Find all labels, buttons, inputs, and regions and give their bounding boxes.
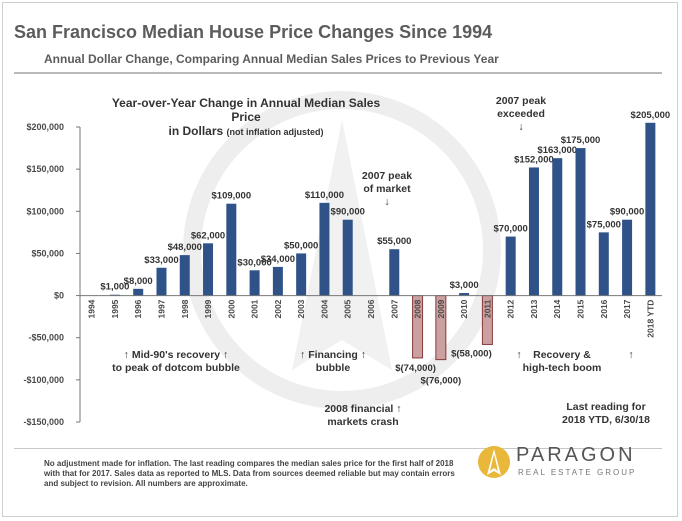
bar: [645, 122, 656, 296]
data-label: $163,000: [537, 145, 577, 156]
data-label: $75,000: [587, 219, 621, 230]
x-tick-label: 2010: [459, 299, 469, 318]
data-label: $30,000: [237, 257, 271, 268]
x-tick-label: 2018 YTD: [645, 300, 655, 338]
bar: [203, 243, 214, 296]
data-label: $152,000: [514, 154, 554, 165]
x-tick-label: 2005: [343, 299, 353, 318]
data-label: $(74,000): [395, 363, 436, 374]
paragon-logo-icon: [478, 446, 510, 478]
recovery-arrow-left: ↑: [516, 349, 522, 361]
annotation-financing-bubble: ↑ Financing ↑ bubble: [300, 349, 366, 374]
bar: [296, 253, 307, 296]
chart-title-line2: in Dollars: [168, 124, 224, 138]
y-tick-label: $50,000: [31, 248, 64, 258]
data-label: $70,000: [494, 224, 528, 235]
x-tick-label: 2017: [622, 299, 632, 318]
chart-title-note: (not inflation adjusted): [226, 127, 324, 137]
y-tick-label: -$150,000: [23, 417, 64, 427]
recovery-arrow-right: ↑: [628, 349, 634, 361]
x-tick-label: 2009: [436, 299, 446, 318]
y-tick-label: -$50,000: [28, 333, 64, 343]
data-label: $48,000: [168, 242, 202, 253]
bar: [528, 167, 539, 296]
y-tick-label: $0: [54, 291, 64, 301]
x-tick-label: 2007: [389, 299, 399, 318]
x-tick-label: 2004: [319, 299, 329, 318]
bar: [272, 266, 283, 296]
x-tick-label: 2014: [552, 299, 562, 318]
bar: [156, 267, 167, 296]
watermark-logo: [183, 91, 501, 409]
x-tick-label: 1999: [203, 299, 213, 318]
data-label: $62,000: [191, 230, 225, 241]
bar: [575, 148, 586, 296]
bar: [459, 293, 470, 296]
annotation-2007-peak: 2007 peak of market ↓: [361, 170, 413, 208]
x-tick-label: 1994: [87, 299, 97, 318]
annotation-recovery: Recovery & high-tech boom: [522, 349, 602, 374]
x-tick-label: 2006: [366, 299, 376, 318]
data-label: $175,000: [561, 135, 601, 146]
data-label: $1,000: [100, 282, 129, 293]
y-tick-label: $150,000: [26, 164, 64, 174]
x-tick-label: 2001: [250, 299, 260, 318]
data-label: $(76,000): [421, 376, 462, 387]
data-label: $55,000: [377, 236, 411, 247]
data-label: $90,000: [610, 207, 644, 218]
bar: [389, 249, 400, 296]
x-tick-label: 2016: [599, 299, 609, 318]
bar: [249, 270, 260, 296]
bar: [622, 219, 633, 296]
bar: [179, 255, 190, 296]
x-tick-label: 1998: [180, 299, 190, 318]
data-label: $110,000: [305, 190, 344, 201]
data-label: $(58,000): [451, 348, 492, 359]
footnote: No adjustment made for inflation. The la…: [44, 459, 455, 488]
x-tick-label: 2011: [482, 299, 492, 318]
annotation-mid90s: ↑ Mid-90's recovery ↑ to peak of dotcom …: [112, 349, 240, 374]
data-label: $205,000: [631, 110, 671, 121]
logo-name: PARAGON: [516, 444, 636, 466]
annotation-last-reading: Last reading for 2018 YTD, 6/30/18: [562, 401, 650, 426]
x-tick-label: 2008: [413, 299, 423, 318]
bar: [552, 158, 563, 296]
paragon-logo: PARAGON REAL ESTATE GROUP: [474, 440, 654, 484]
x-tick-label: 2012: [506, 299, 516, 318]
x-tick-label: 1997: [156, 299, 166, 318]
x-tick-label: 2015: [576, 299, 586, 318]
chart-title-line1: Year-over-Year Change in Annual Median S…: [111, 96, 381, 124]
data-label: $90,000: [331, 207, 365, 218]
x-tick-label: 1996: [133, 299, 143, 318]
y-tick-label: $100,000: [26, 206, 64, 216]
x-tick-label: 1995: [110, 299, 120, 318]
bar: [133, 288, 144, 296]
bar: [505, 236, 516, 296]
y-tick-label: $200,000: [26, 122, 64, 132]
data-label: $33,000: [144, 255, 178, 266]
data-label: $34,000: [261, 254, 295, 265]
bar: [226, 203, 237, 296]
header-divider: [14, 72, 662, 74]
chart-title: Year-over-Year Change in Annual Median S…: [96, 96, 396, 139]
x-tick-label: 2013: [529, 299, 539, 318]
bar: [342, 219, 353, 296]
x-tick-label: 2002: [273, 299, 283, 318]
annotation-peak-exceeded: 2007 peak exceeded ↓: [495, 95, 547, 133]
data-label: $50,000: [284, 240, 318, 251]
data-label: $3,000: [450, 280, 479, 291]
data-label: $8,000: [124, 276, 153, 287]
logo-tagline: REAL ESTATE GROUP: [518, 468, 637, 477]
annotation-2008-crash: 2008 financial ↑ markets crash: [324, 403, 402, 428]
x-tick-label: 2000: [226, 299, 236, 318]
data-label: $109,000: [212, 191, 252, 202]
page-subtitle: Annual Dollar Change, Comparing Annual M…: [44, 52, 499, 66]
y-tick-label: -$100,000: [23, 375, 64, 385]
page-title: San Francisco Median House Price Changes…: [14, 22, 493, 42]
x-tick-label: 2003: [296, 299, 306, 318]
bar: [598, 232, 609, 296]
footer-divider: [14, 448, 662, 449]
bar: [319, 202, 330, 296]
